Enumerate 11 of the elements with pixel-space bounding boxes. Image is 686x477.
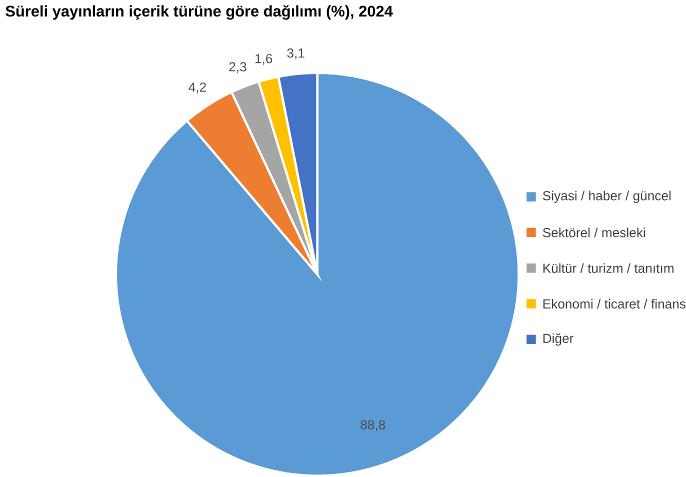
legend-label: Diğer bbox=[543, 333, 574, 346]
data-label: 4,2 bbox=[188, 82, 206, 94]
chart-title: Süreli yayınların içerik türüne göre dağılımı (%), 2024 bbox=[6, 5, 393, 20]
legend-label: Kültür / turizm / tanıtım bbox=[543, 263, 674, 273]
data-label: 3,1 bbox=[287, 48, 304, 60]
data-label: 1,6 bbox=[255, 54, 272, 65]
legend-label: Ekonomi / ticaret / finans bbox=[543, 298, 686, 309]
legend-label: Siyasi / haber / güncel bbox=[542, 190, 671, 203]
data-label: 2,3 bbox=[229, 62, 246, 73]
legend-label: Sektörel / mesleki bbox=[542, 228, 645, 238]
data-label: 88,8 bbox=[360, 420, 386, 432]
